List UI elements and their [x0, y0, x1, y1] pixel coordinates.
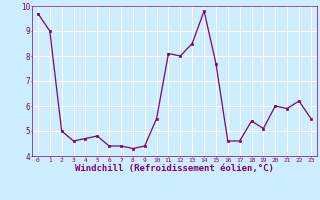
X-axis label: Windchill (Refroidissement éolien,°C): Windchill (Refroidissement éolien,°C) — [75, 164, 274, 173]
